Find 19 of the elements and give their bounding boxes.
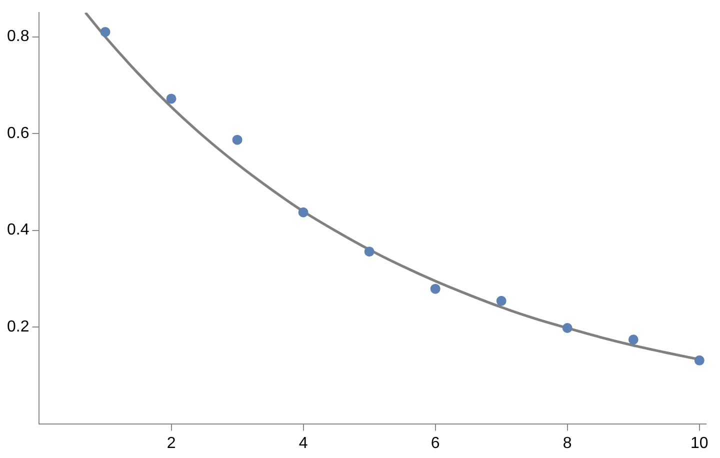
point (496, 296, 506, 306)
point (364, 246, 374, 257)
point (628, 334, 638, 345)
y-tick-label: 0.6 (6, 124, 30, 142)
y-tick-label: 0.8 (6, 28, 30, 46)
y-tick-label: 0.4 (6, 222, 30, 239)
point (100, 26, 110, 37)
point (430, 284, 440, 294)
x-tick-label: 8 (562, 434, 572, 452)
y-tick-label: 0.2 (6, 318, 30, 336)
point (298, 207, 308, 218)
point (232, 134, 242, 145)
point (694, 355, 704, 366)
point (562, 323, 572, 334)
x-tick-label: 10 (690, 434, 708, 452)
x-tick-label: 4 (298, 434, 308, 452)
x-tick-label: 2 (166, 434, 176, 452)
x-tick-label: 6 (430, 434, 440, 452)
point (166, 94, 176, 104)
